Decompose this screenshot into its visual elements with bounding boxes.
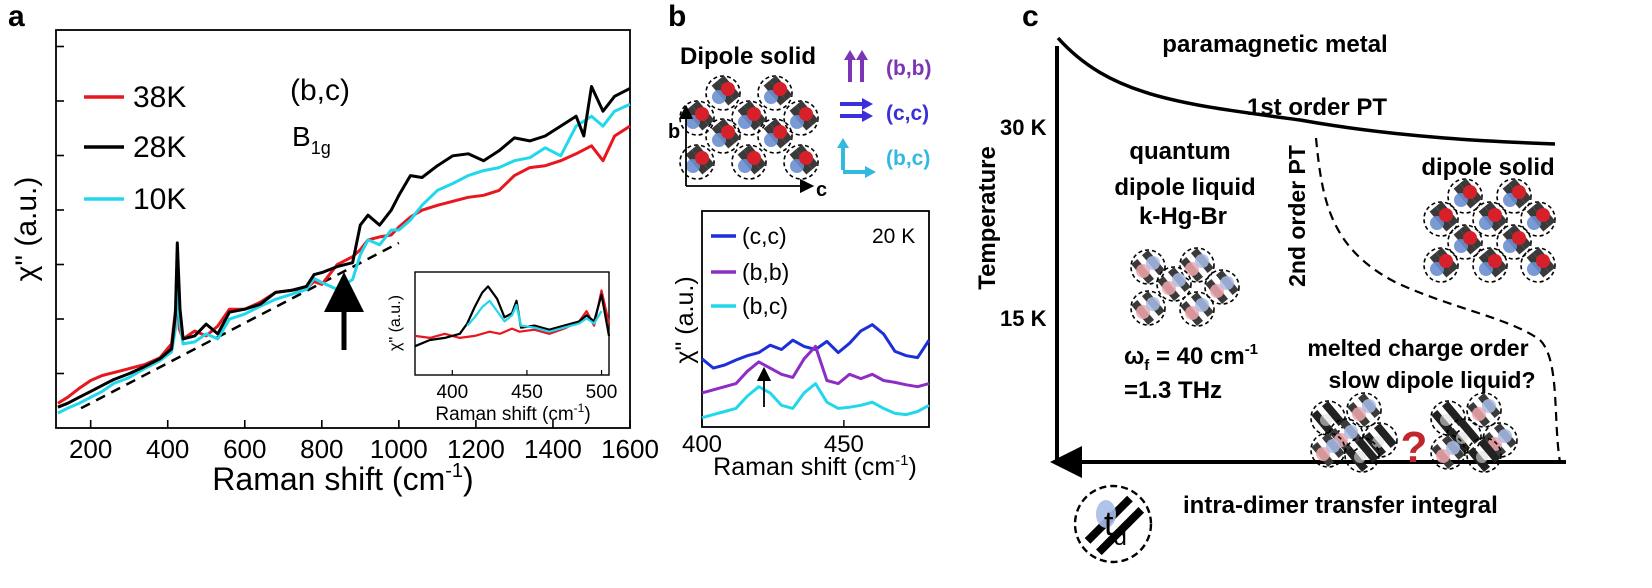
legend-label-38k: 38K bbox=[133, 81, 186, 114]
polarization-bb-arrows bbox=[844, 50, 868, 82]
panel-a-y-ticks bbox=[56, 45, 64, 375]
panel-b-x-label: Raman shift (cm-1) bbox=[713, 452, 917, 481]
inset-line-10k bbox=[466, 299, 603, 333]
quantum-liquid-lattice bbox=[1130, 247, 1240, 327]
lattice-axes: b c bbox=[668, 104, 827, 201]
thz-label: =1.3 THz bbox=[1124, 377, 1222, 404]
axis-b-label: b bbox=[668, 121, 680, 143]
melted-charge-order-label: melted charge order bbox=[1307, 335, 1528, 361]
panel-b-frame bbox=[701, 210, 930, 428]
panel-b-series bbox=[701, 323, 931, 420]
omega-f-label: ωf = 40 cm-1 bbox=[1124, 341, 1258, 374]
panel-c-letter: c bbox=[1022, 0, 1039, 33]
x-tick-label-1200: 1200 bbox=[447, 434, 505, 464]
panel-b-y-label: χ" (a.u.) bbox=[671, 276, 699, 363]
panel-b-temperature: 20 K bbox=[872, 225, 915, 248]
temp-tick-15k: 15 K bbox=[1000, 306, 1047, 331]
inset-tick-label-450: 450 bbox=[511, 382, 543, 403]
polarization-cc-arrows bbox=[840, 98, 873, 122]
slow-dipole-liquid-label: slow dipole liquid? bbox=[1329, 367, 1536, 393]
inset-x-ticks: 400 450 500 bbox=[436, 370, 617, 403]
panel-a-symmetry: B1g bbox=[292, 121, 331, 158]
second-order-pt-label: 2nd order PT bbox=[1284, 145, 1310, 287]
x-tick-label-600: 600 bbox=[223, 434, 266, 464]
panel-a-frame bbox=[55, 29, 631, 429]
legend-label-10k: 10K bbox=[133, 183, 186, 216]
b-series-line-1 bbox=[701, 344, 930, 395]
panel-a-letter: a bbox=[8, 0, 25, 33]
panel-b-legend: (c,c) (b,b) (b,c) bbox=[711, 223, 789, 319]
panel-a-series bbox=[57, 85, 631, 415]
b-tick-label-400: 400 bbox=[682, 431, 722, 458]
inset-y-label: χ" (a.u.) bbox=[387, 295, 404, 351]
td-dimer-symbol: td bbox=[1073, 484, 1153, 564]
panel-a-polarization: (b,c) bbox=[290, 74, 350, 107]
inset-tick-label-500: 500 bbox=[586, 382, 618, 403]
legend-label-cc: (c,c) bbox=[742, 223, 787, 249]
b-series-line-2 bbox=[701, 382, 930, 420]
dipole-solid-lattice bbox=[679, 74, 820, 180]
temperature-axis-label: Temperature bbox=[974, 146, 1001, 290]
panel-b-x-ticks: 400 450 bbox=[682, 420, 864, 458]
x-tick-label-1400: 1400 bbox=[524, 434, 582, 464]
dipole-solid-region-lattice bbox=[1423, 177, 1557, 283]
question-mark: ? bbox=[1401, 423, 1428, 472]
panel-a-baseline bbox=[80, 241, 400, 410]
legend-label-28k: 28K bbox=[133, 131, 186, 164]
panel-a-x-label: Raman shift (cm-1) bbox=[212, 460, 473, 497]
temp-tick-30k: 30 K bbox=[1000, 115, 1047, 140]
polarization-bc-label: (b,c) bbox=[886, 147, 930, 170]
dipole-solid-region: dipole solid bbox=[1421, 154, 1554, 181]
polarization-legend: (b,b) (c,c) (b,c) bbox=[837, 50, 931, 178]
panel-a-legend: 38K 28K 10K bbox=[84, 81, 186, 216]
second-order-boundary bbox=[1314, 137, 1562, 463]
polarization-cc-label: (c,c) bbox=[886, 102, 929, 125]
panel-b-letter: b bbox=[668, 0, 686, 33]
x-tick-label-800: 800 bbox=[300, 434, 343, 464]
axis-c-label: c bbox=[816, 179, 827, 201]
dipole-solid-title: Dipole solid bbox=[680, 43, 816, 70]
quantum-label-3: k-Hg-Br bbox=[1139, 203, 1227, 230]
region-paramagnetic-metal: paramagnetic metal bbox=[1162, 31, 1387, 58]
x-tick-label-200: 200 bbox=[69, 434, 112, 464]
series-line-28k bbox=[57, 85, 631, 409]
panel-a-x-ticks: 200 400 600 800 1000 1200 1400 1600 bbox=[69, 420, 659, 464]
polarization-bc-arrows bbox=[837, 138, 876, 178]
x-tick-label-1600: 1600 bbox=[601, 434, 659, 464]
legend-label-bb: (b,b) bbox=[742, 259, 789, 285]
b-tick-label-450: 450 bbox=[824, 431, 864, 458]
transfer-integral-label: intra-dimer transfer integral bbox=[1183, 492, 1498, 519]
td-symbol-label: td bbox=[1104, 505, 1127, 551]
inset-tick-label-400: 400 bbox=[436, 382, 468, 403]
panel-a-y-label: χ" (a.u.) bbox=[10, 177, 43, 282]
x-tick-label-1000: 1000 bbox=[370, 434, 428, 464]
quantum-label-2: dipole liquid bbox=[1114, 174, 1255, 201]
x-tick-label-400: 400 bbox=[146, 434, 189, 464]
quantum-label-1: quantum bbox=[1129, 138, 1230, 165]
first-order-pt-label: 1st order PT bbox=[1247, 94, 1387, 121]
inset-series bbox=[414, 285, 611, 348]
series-line-10k bbox=[57, 102, 631, 415]
first-order-boundary bbox=[1056, 36, 1556, 146]
legend-label-bc: (b,c) bbox=[742, 293, 788, 319]
polarization-bb-label: (b,b) bbox=[886, 57, 931, 80]
inset-x-label: Raman shift (cm-1) bbox=[435, 401, 590, 425]
